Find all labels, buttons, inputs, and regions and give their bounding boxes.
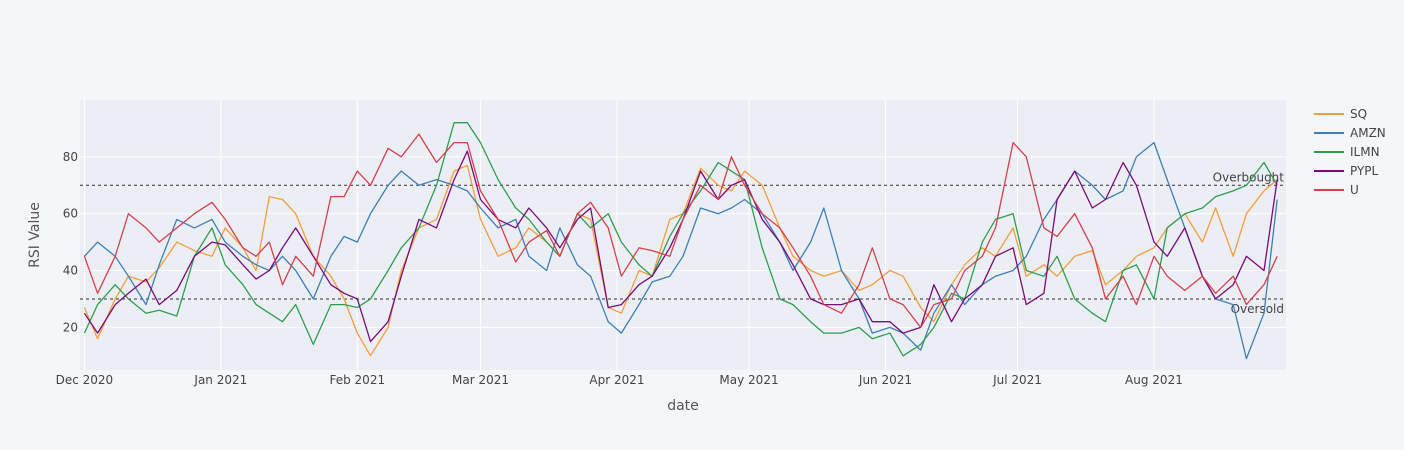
grid-lines xyxy=(80,100,1286,370)
y-tick-label: 60 xyxy=(63,207,78,221)
series-line-ilmn xyxy=(83,122,1278,357)
y-tick-label: 80 xyxy=(63,150,78,164)
series-line-pypl xyxy=(83,150,1278,343)
x-tick-label: May 2021 xyxy=(719,373,778,387)
reference-label-overbought: Overbought xyxy=(1213,170,1285,184)
reference-label-oversold: Oversold xyxy=(1231,302,1284,316)
plot-background xyxy=(80,100,1286,370)
y-tick-label: 40 xyxy=(63,264,78,278)
x-tick-label: Feb 2021 xyxy=(329,373,385,387)
x-tick-label: Jan 2021 xyxy=(193,373,247,387)
y-tick-label: 20 xyxy=(63,320,78,334)
x-tick-label: Mar 2021 xyxy=(452,373,509,387)
x-axis-title: date xyxy=(667,398,699,414)
x-tick-label: Jul 2021 xyxy=(992,373,1042,387)
legend-label-amzn: AMZN xyxy=(1350,126,1386,140)
x-tick-label: Apr 2021 xyxy=(589,373,644,387)
x-tick-label: Dec 2020 xyxy=(56,373,114,387)
series-line-u xyxy=(83,133,1278,329)
legend-label-ilmn: ILMN xyxy=(1350,145,1380,159)
x-axis-ticks: Dec 2020 Jan 2021 Feb 2021 Mar 2021 Apr 2021… xyxy=(56,373,1183,387)
legend-label-sq: SQ xyxy=(1350,107,1367,121)
legend: SQ AMZN ILMN PYPL U xyxy=(1314,107,1386,197)
legend-label-u: U xyxy=(1350,183,1359,197)
series-lines xyxy=(83,122,1278,360)
series-line-sq xyxy=(83,164,1278,357)
y-axis-ticks: 20 40 60 80 xyxy=(63,150,78,335)
reference-lines: Overbought Oversold xyxy=(80,170,1286,316)
y-axis-title: RSI Value xyxy=(27,202,43,268)
x-tick-label: Jun 2021 xyxy=(858,373,912,387)
x-tick-label: Aug 2021 xyxy=(1125,373,1183,387)
legend-label-pypl: PYPL xyxy=(1350,164,1379,178)
series-line-amzn xyxy=(83,141,1278,360)
